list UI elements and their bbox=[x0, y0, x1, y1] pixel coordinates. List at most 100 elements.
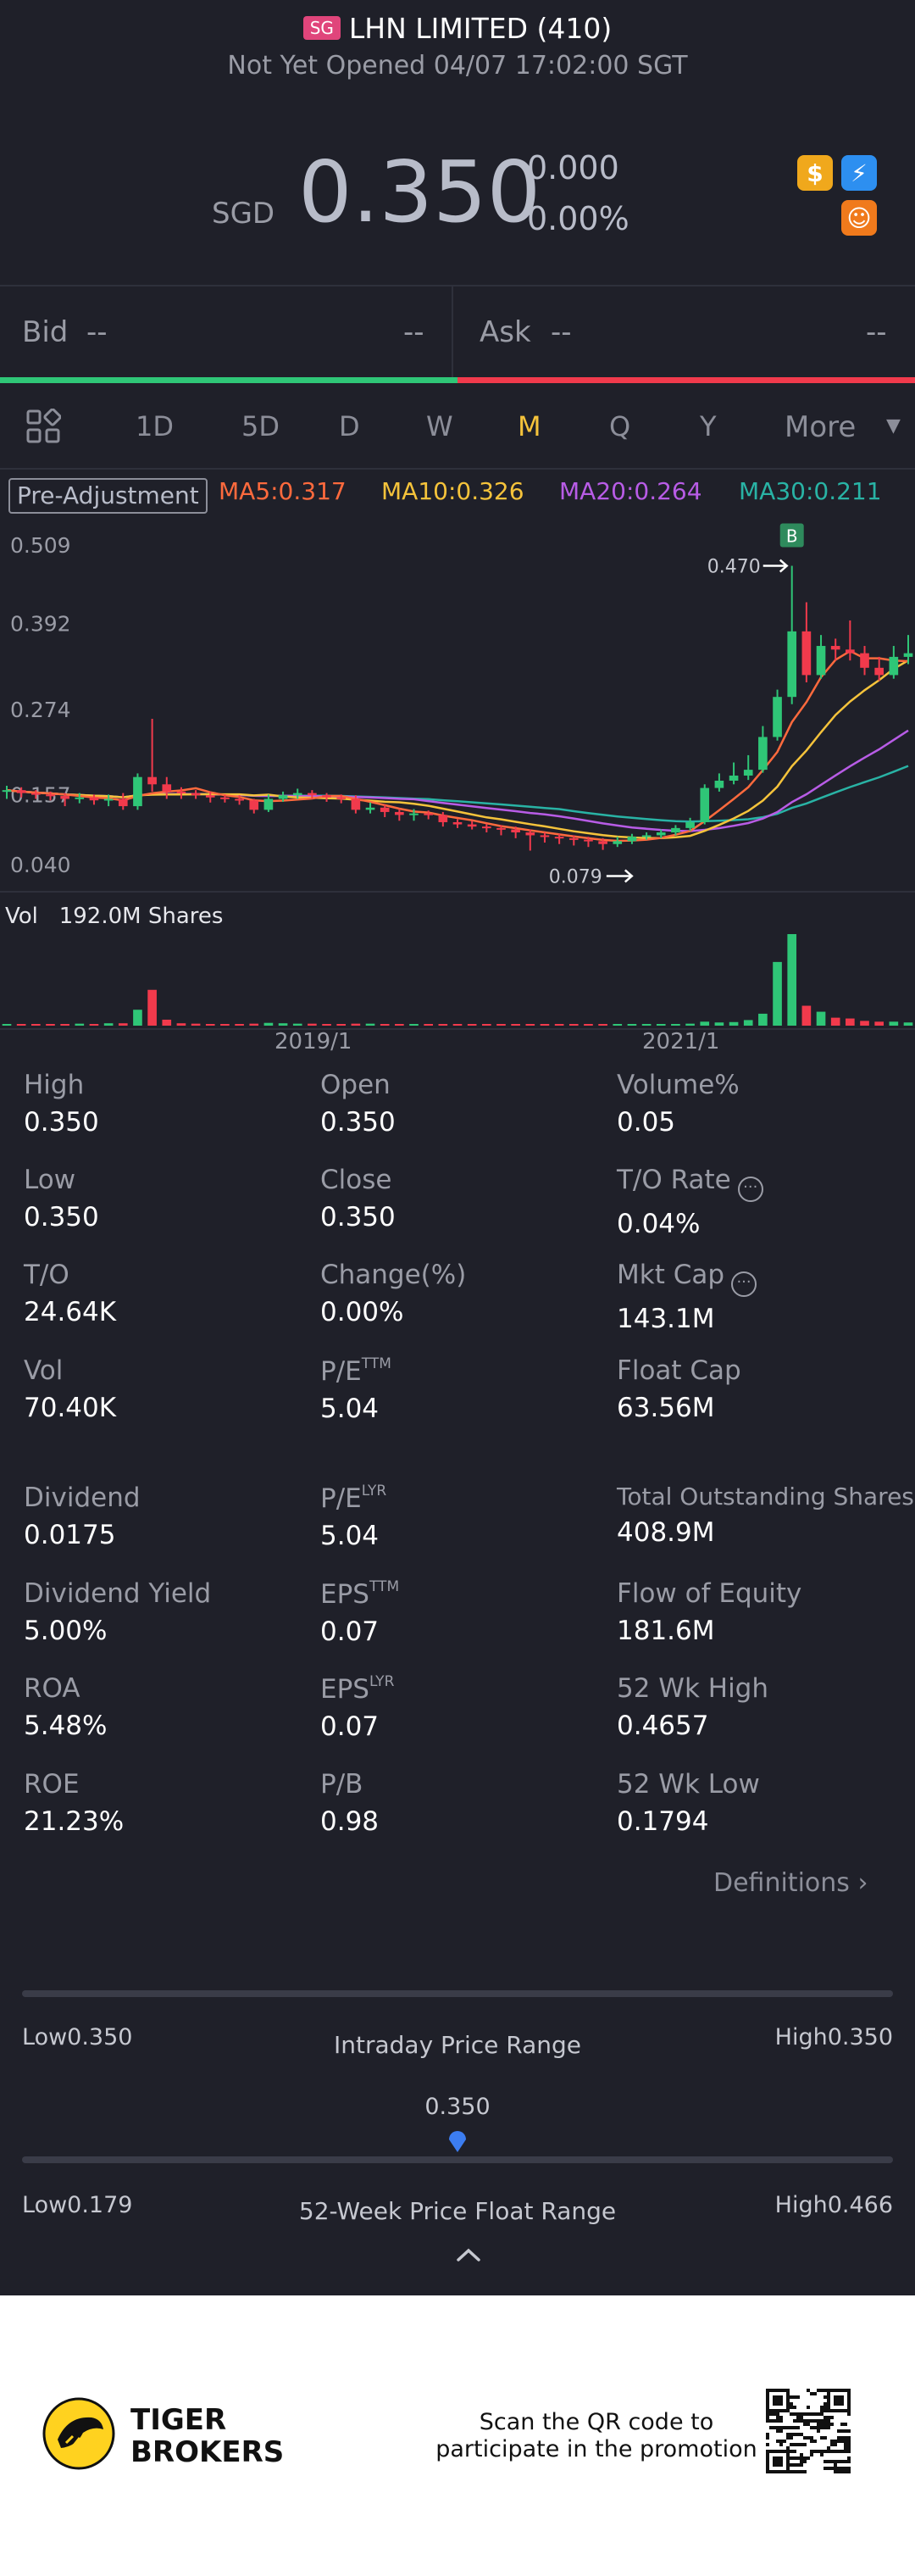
stat-label: P/B bbox=[320, 1769, 363, 1800]
candle-body bbox=[60, 796, 69, 799]
stat-value: 5.04 bbox=[320, 1521, 380, 1551]
qr-code[interactable] bbox=[766, 2389, 851, 2473]
bid-price: -- bbox=[86, 315, 108, 349]
price-change: 0.000 bbox=[527, 149, 619, 186]
stat-value: 0.350 bbox=[320, 1107, 396, 1138]
stat-label: Dividend bbox=[24, 1483, 141, 1513]
stat-value: 408.9M bbox=[617, 1517, 715, 1548]
stat-value: 5.48% bbox=[24, 1711, 108, 1741]
pre-adjustment-button[interactable]: Pre-Adjustment bbox=[8, 478, 208, 514]
candle-body bbox=[889, 656, 899, 676]
info-icon[interactable]: ··· bbox=[731, 1271, 757, 1297]
chevron-up-icon[interactable] bbox=[452, 2245, 485, 2265]
info-icon[interactable]: ··· bbox=[737, 1177, 763, 1202]
caret-down-icon[interactable]: ▼ bbox=[886, 415, 901, 437]
bid-ask-ratio-bar bbox=[0, 377, 915, 383]
tab-m[interactable]: M bbox=[518, 410, 541, 442]
dollar-icon[interactable]: $ bbox=[797, 155, 833, 191]
candle-body bbox=[743, 770, 753, 776]
volume-bar bbox=[743, 1020, 753, 1026]
lightning-icon[interactable]: ⚡ bbox=[841, 155, 877, 191]
stat-label: Total Outstanding Shares bbox=[617, 1483, 914, 1511]
stat-volume-: Volume% 0.05 bbox=[617, 1070, 740, 1138]
volume-bar bbox=[46, 1024, 55, 1026]
intraday-low: Low0.350 bbox=[22, 2024, 133, 2050]
volume-bar bbox=[452, 1024, 463, 1026]
y-tick-label: 0.509 bbox=[10, 533, 71, 558]
y-tick-label: 0.274 bbox=[10, 698, 71, 722]
candle-body bbox=[249, 800, 259, 810]
tab-1d[interactable]: 1D bbox=[136, 410, 174, 442]
stat-value: 0.05 bbox=[617, 1107, 676, 1138]
candle-body bbox=[903, 653, 913, 657]
tab-5d[interactable]: 5D bbox=[241, 410, 280, 442]
stat-value: 70.40K bbox=[24, 1393, 117, 1423]
stat-label: 52 Wk Low bbox=[617, 1769, 760, 1800]
tiger-logo-icon bbox=[42, 2397, 115, 2470]
intraday-current-price: 0.350 bbox=[424, 2094, 491, 2120]
stat-label: Vol bbox=[24, 1355, 64, 1386]
stat-label-suffix: TTM bbox=[361, 1355, 391, 1372]
candle-body bbox=[613, 841, 623, 844]
volume-bar bbox=[903, 1022, 913, 1026]
tab-w[interactable]: W bbox=[426, 410, 453, 442]
candle-body bbox=[627, 837, 637, 842]
volume-bar bbox=[103, 1023, 114, 1026]
candle-body bbox=[322, 795, 331, 798]
tab-more[interactable]: More bbox=[785, 410, 857, 444]
candle-body bbox=[46, 794, 55, 797]
volume-bar bbox=[685, 1023, 695, 1026]
volume-bar bbox=[118, 1023, 128, 1026]
stat-eps-ttm: EPSTTM 0.07 bbox=[320, 1578, 399, 1647]
candle-body bbox=[714, 780, 724, 788]
date-label-2021: 2021/1 bbox=[642, 1029, 720, 1054]
candle-body bbox=[89, 797, 99, 801]
ask-label: Ask bbox=[480, 315, 531, 349]
stat-value: 181.6M bbox=[617, 1616, 715, 1646]
stat-change-: Change(%) 0.00% bbox=[320, 1260, 466, 1327]
volume-bar bbox=[133, 1010, 142, 1026]
volume-bar bbox=[75, 1023, 85, 1026]
stat-label: Mkt Cap ··· bbox=[617, 1260, 757, 1297]
tab-y[interactable]: Y bbox=[700, 410, 717, 442]
stat-value: 21.23% bbox=[24, 1806, 125, 1837]
stat-value: 24.64K bbox=[24, 1297, 117, 1327]
volume-bar bbox=[598, 1024, 607, 1026]
ma5-line bbox=[6, 649, 909, 843]
stock-title: LHN LIMITED (410) bbox=[348, 12, 613, 45]
volume-bar bbox=[409, 1024, 419, 1026]
volume-bar bbox=[162, 1019, 172, 1026]
candle-body bbox=[584, 839, 593, 842]
candle-body bbox=[540, 835, 550, 837]
volume-bar bbox=[584, 1024, 593, 1026]
grid-icon[interactable] bbox=[25, 408, 62, 444]
stat-label: P/ETTM bbox=[320, 1355, 391, 1387]
candle-body bbox=[598, 841, 607, 844]
candle-body bbox=[452, 821, 463, 825]
candle-body bbox=[860, 653, 869, 668]
stat-value: 0.07 bbox=[320, 1616, 380, 1647]
stat-value: 0.00% bbox=[320, 1297, 404, 1327]
52-week-high: High0.466 bbox=[774, 2192, 893, 2218]
stat-label: P/ELYR bbox=[320, 1483, 387, 1514]
stat-label: 52 Wk High bbox=[617, 1673, 769, 1704]
stat-p-e-lyr: P/ELYR 5.04 bbox=[320, 1483, 386, 1551]
volume-bar bbox=[292, 1023, 302, 1026]
volume-bar bbox=[860, 1021, 869, 1026]
volume-bar bbox=[2, 1024, 12, 1026]
candle-body bbox=[278, 795, 288, 799]
tab-q[interactable]: Q bbox=[609, 410, 631, 442]
bid-ask-panel: Bid -- -- Ask -- -- bbox=[0, 287, 915, 378]
intraday-range-title: Intraday Price Range bbox=[333, 2031, 581, 2059]
candle-body bbox=[700, 787, 710, 822]
tiger-face-icon[interactable]: ☺ bbox=[841, 200, 877, 236]
page-title: SG LHN LIMITED (410) bbox=[0, 12, 915, 45]
volume-bar bbox=[641, 1024, 652, 1026]
tab-d[interactable]: D bbox=[339, 410, 360, 442]
volume-bar bbox=[351, 1023, 361, 1026]
price-change-pct: 0.00% bbox=[527, 200, 629, 237]
buy-marker-label: B bbox=[786, 526, 798, 547]
definitions-link[interactable]: Definitions › bbox=[713, 1868, 868, 1898]
volume-bar bbox=[176, 1023, 186, 1026]
